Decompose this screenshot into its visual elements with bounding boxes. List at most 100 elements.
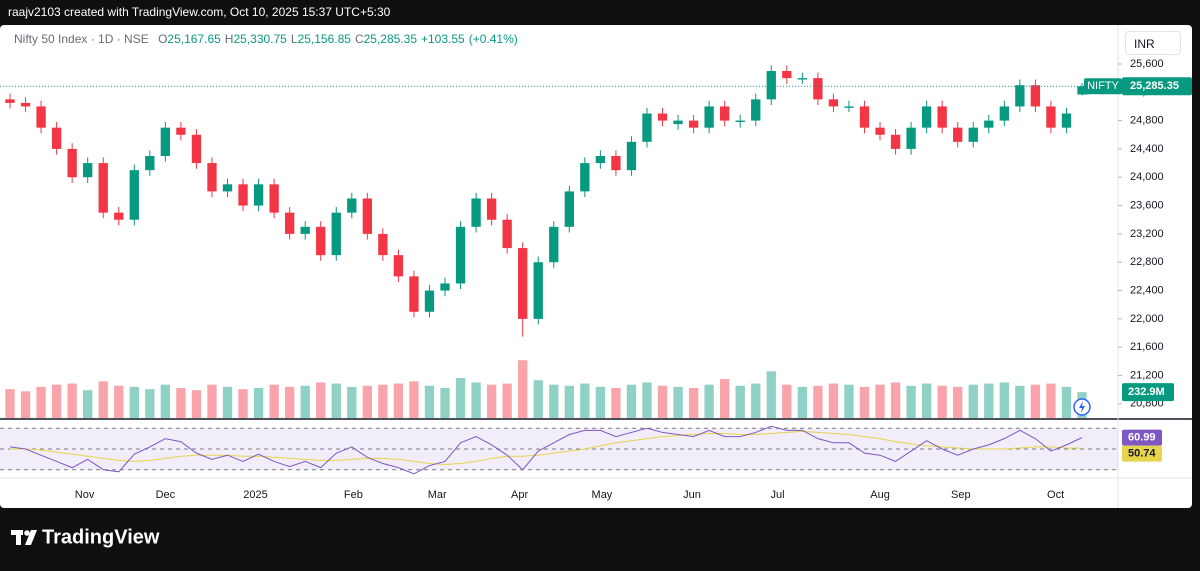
candle-body bbox=[813, 78, 823, 100]
currency-button[interactable]: INR bbox=[1125, 31, 1181, 55]
ohlc-value: 25,167.65 bbox=[167, 32, 221, 46]
volume-bar bbox=[471, 382, 481, 418]
volume-bar bbox=[284, 386, 295, 418]
candle-body bbox=[921, 106, 932, 128]
ohlc-legend: Nifty 50 Index · 1D · NSE O25,167.65 H25,… bbox=[14, 32, 522, 46]
volume-bar bbox=[20, 391, 31, 418]
volume-bar bbox=[36, 386, 46, 418]
y-tick-label: 22,800 bbox=[1130, 256, 1164, 268]
candle-body bbox=[362, 198, 372, 234]
volume-bar bbox=[626, 384, 637, 418]
volume-bar bbox=[657, 385, 668, 418]
y-tick-label: 24,800 bbox=[1130, 115, 1164, 127]
candle-body bbox=[145, 156, 155, 171]
volume-bar bbox=[362, 385, 372, 418]
candle-body bbox=[316, 226, 326, 256]
candle-body bbox=[222, 184, 233, 192]
price-tag-bg bbox=[1122, 77, 1192, 96]
ohlc-value: 25,285.35 bbox=[363, 32, 417, 46]
volume-tag: 232.9M bbox=[1128, 386, 1165, 398]
volume-bar bbox=[409, 381, 419, 418]
volume-bar bbox=[160, 384, 171, 418]
y-tick-label: 23,600 bbox=[1130, 199, 1164, 211]
y-tick-label: 24,400 bbox=[1130, 143, 1164, 155]
candle-body bbox=[284, 212, 295, 234]
volume-bar bbox=[191, 390, 202, 418]
candle-body bbox=[828, 99, 839, 107]
volume-bar bbox=[595, 386, 606, 418]
volume-bar bbox=[424, 385, 435, 418]
candle-body bbox=[471, 198, 481, 227]
logo-shape bbox=[16, 530, 21, 545]
volume-bar bbox=[564, 385, 574, 418]
candle-body bbox=[191, 134, 202, 164]
candle-body bbox=[114, 212, 124, 220]
volume-bar bbox=[580, 383, 590, 418]
candle-body bbox=[269, 184, 279, 213]
candle-body bbox=[486, 198, 497, 220]
candle-body bbox=[518, 248, 528, 319]
price-tag: 25,285.35 bbox=[1130, 80, 1179, 92]
candle-body bbox=[704, 106, 714, 128]
volume-bar bbox=[1030, 384, 1041, 418]
volume-bar bbox=[114, 385, 124, 418]
volume-bar bbox=[704, 384, 714, 418]
candle-body bbox=[766, 71, 776, 100]
volume-bar bbox=[1046, 383, 1056, 418]
volume-bar bbox=[906, 385, 916, 418]
candle-body bbox=[20, 102, 31, 107]
volume-bar bbox=[533, 380, 543, 418]
y-tick-label: 22,000 bbox=[1130, 313, 1164, 325]
candle-body bbox=[859, 106, 870, 128]
candle-body bbox=[720, 106, 730, 121]
ohlc-prefix: H bbox=[224, 32, 234, 46]
volume-bar bbox=[797, 386, 808, 418]
candle-body bbox=[331, 212, 341, 256]
candle-body bbox=[1015, 85, 1025, 107]
candle-body bbox=[253, 184, 264, 206]
candle-body bbox=[735, 120, 745, 123]
volume-bar bbox=[129, 386, 139, 418]
volume-bar bbox=[688, 388, 699, 418]
symbol-tag: NIFTY bbox=[1087, 80, 1119, 92]
candle-body bbox=[580, 163, 590, 192]
candle-body bbox=[564, 191, 574, 227]
symbol-tag-bg bbox=[1084, 78, 1122, 95]
candle-body bbox=[984, 120, 994, 128]
y-tick-label: 25,600 bbox=[1130, 58, 1164, 70]
candle-body bbox=[176, 127, 186, 135]
volume-bar bbox=[859, 386, 870, 418]
candle-body bbox=[657, 113, 668, 121]
candle-body bbox=[999, 106, 1009, 121]
change-pct: (+0.41%) bbox=[468, 32, 518, 46]
candle-body bbox=[890, 134, 901, 149]
volume-bar bbox=[844, 384, 854, 418]
volume-bar bbox=[1061, 386, 1072, 418]
volume-bar bbox=[269, 384, 279, 418]
footer: TradingView bbox=[0, 508, 1200, 566]
volume-bar bbox=[549, 384, 559, 418]
candle-body bbox=[1077, 86, 1087, 95]
x-tick-label: May bbox=[592, 489, 613, 501]
volume-bar bbox=[145, 389, 155, 418]
rsi-tag-bg bbox=[1122, 429, 1162, 446]
change: +103.55 bbox=[421, 32, 465, 46]
volume-bar bbox=[518, 360, 528, 418]
ohlc-prefix: O bbox=[158, 32, 168, 46]
logo-shape bbox=[25, 530, 37, 545]
candle-body bbox=[51, 127, 62, 149]
x-tick-label: Feb bbox=[344, 489, 363, 501]
volume-bar bbox=[455, 378, 466, 418]
rsi-ma-tag: 50.74 bbox=[1128, 448, 1156, 460]
candle-body bbox=[953, 127, 963, 142]
candle-body bbox=[875, 127, 885, 135]
volume-bar bbox=[875, 384, 885, 418]
ohlc-value: 25,330.75 bbox=[233, 32, 287, 46]
candle-body bbox=[207, 163, 217, 192]
candle-body bbox=[595, 156, 606, 164]
volume-bar bbox=[921, 383, 932, 418]
volume-tag-bg bbox=[1122, 383, 1174, 402]
symbol-info: Nifty 50 Index · 1D · NSE bbox=[14, 32, 149, 46]
x-tick-label: Dec bbox=[156, 489, 176, 501]
volume-bar bbox=[98, 381, 108, 418]
